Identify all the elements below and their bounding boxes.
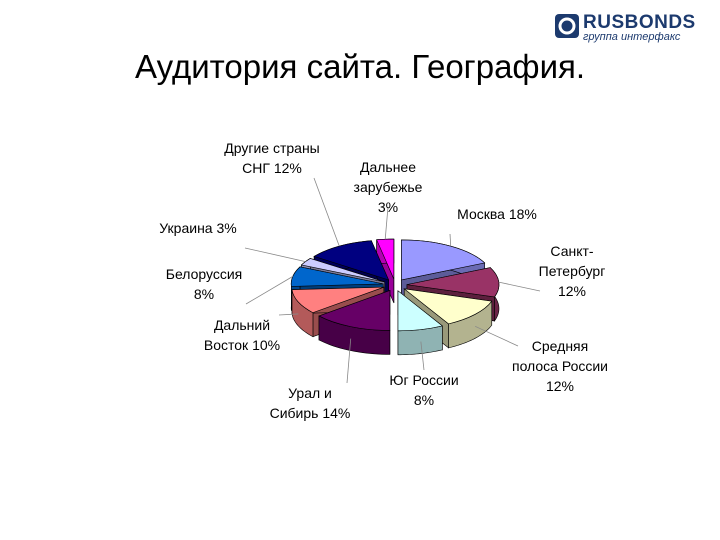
value-label: 12% [273,160,302,176]
category-label: Другие страны СНГ [224,140,320,176]
logo-brand: RUSBONDS [583,12,696,33]
value-label: 10% [252,337,281,353]
category-label: Урал и Сибирь [269,385,332,421]
data-label: Украина 3% [143,218,253,238]
slice-top [376,238,395,280]
category-label: Украина [159,220,213,236]
value-label: 12% [545,378,575,394]
category-label: Белоруссия [165,266,243,282]
data-label: Урал и Сибирь 14% [265,383,355,423]
category-label: Санкт-Петербург [538,243,606,279]
value-label: 8% [413,392,435,408]
slice-top [403,288,493,325]
value-label: 12% [557,283,587,299]
category-label: Дальний Восток [203,317,271,353]
data-label: Средняя полоса России 12% [510,336,610,396]
data-label: Москва 18% [442,204,552,224]
slice [376,238,395,304]
leader-line [244,247,306,262]
leader-line [474,325,519,347]
slice-top [406,267,500,298]
slice-top [401,239,486,281]
value-label: 3% [377,199,399,215]
slice-top [318,290,391,331]
logo-icon [555,14,579,38]
leader-line [346,338,352,384]
leader-line [498,281,541,292]
data-label: Другие страны СНГ 12% [222,138,322,178]
slice-top [397,290,443,332]
slice [318,290,391,355]
category-label: Москва [457,206,505,222]
slice-top [313,240,390,281]
value-label: 18% [508,206,537,222]
slice-top [300,258,385,283]
data-label: Дальнее зарубежье 3% [348,157,428,217]
category-label: Дальнее зарубежье [353,159,423,195]
leader-line [278,313,299,316]
leader-line [313,177,340,247]
logo: RUSBONDS группа интерфакс [553,12,713,44]
leader-line [384,206,389,240]
leader-line [245,276,294,305]
leader-line [449,233,452,247]
value-label: 8% [193,286,215,302]
category-label: Средняя полоса России [512,338,608,374]
category-label: Юг России [389,372,459,388]
data-label: Санкт-Петербург 12% [532,241,612,301]
value-label: 3% [216,220,237,236]
value-label: 14% [322,405,351,421]
data-label: Юг России 8% [379,370,469,410]
data-label: Дальний Восток 10% [197,315,287,355]
chart-title: Аудитория сайта. География. [134,48,586,85]
leader-line [420,341,425,371]
slice-top [291,286,384,314]
data-label: Белоруссия 8% [154,264,254,304]
slice [397,290,443,356]
logo-tagline: группа интерфакс [583,31,681,43]
